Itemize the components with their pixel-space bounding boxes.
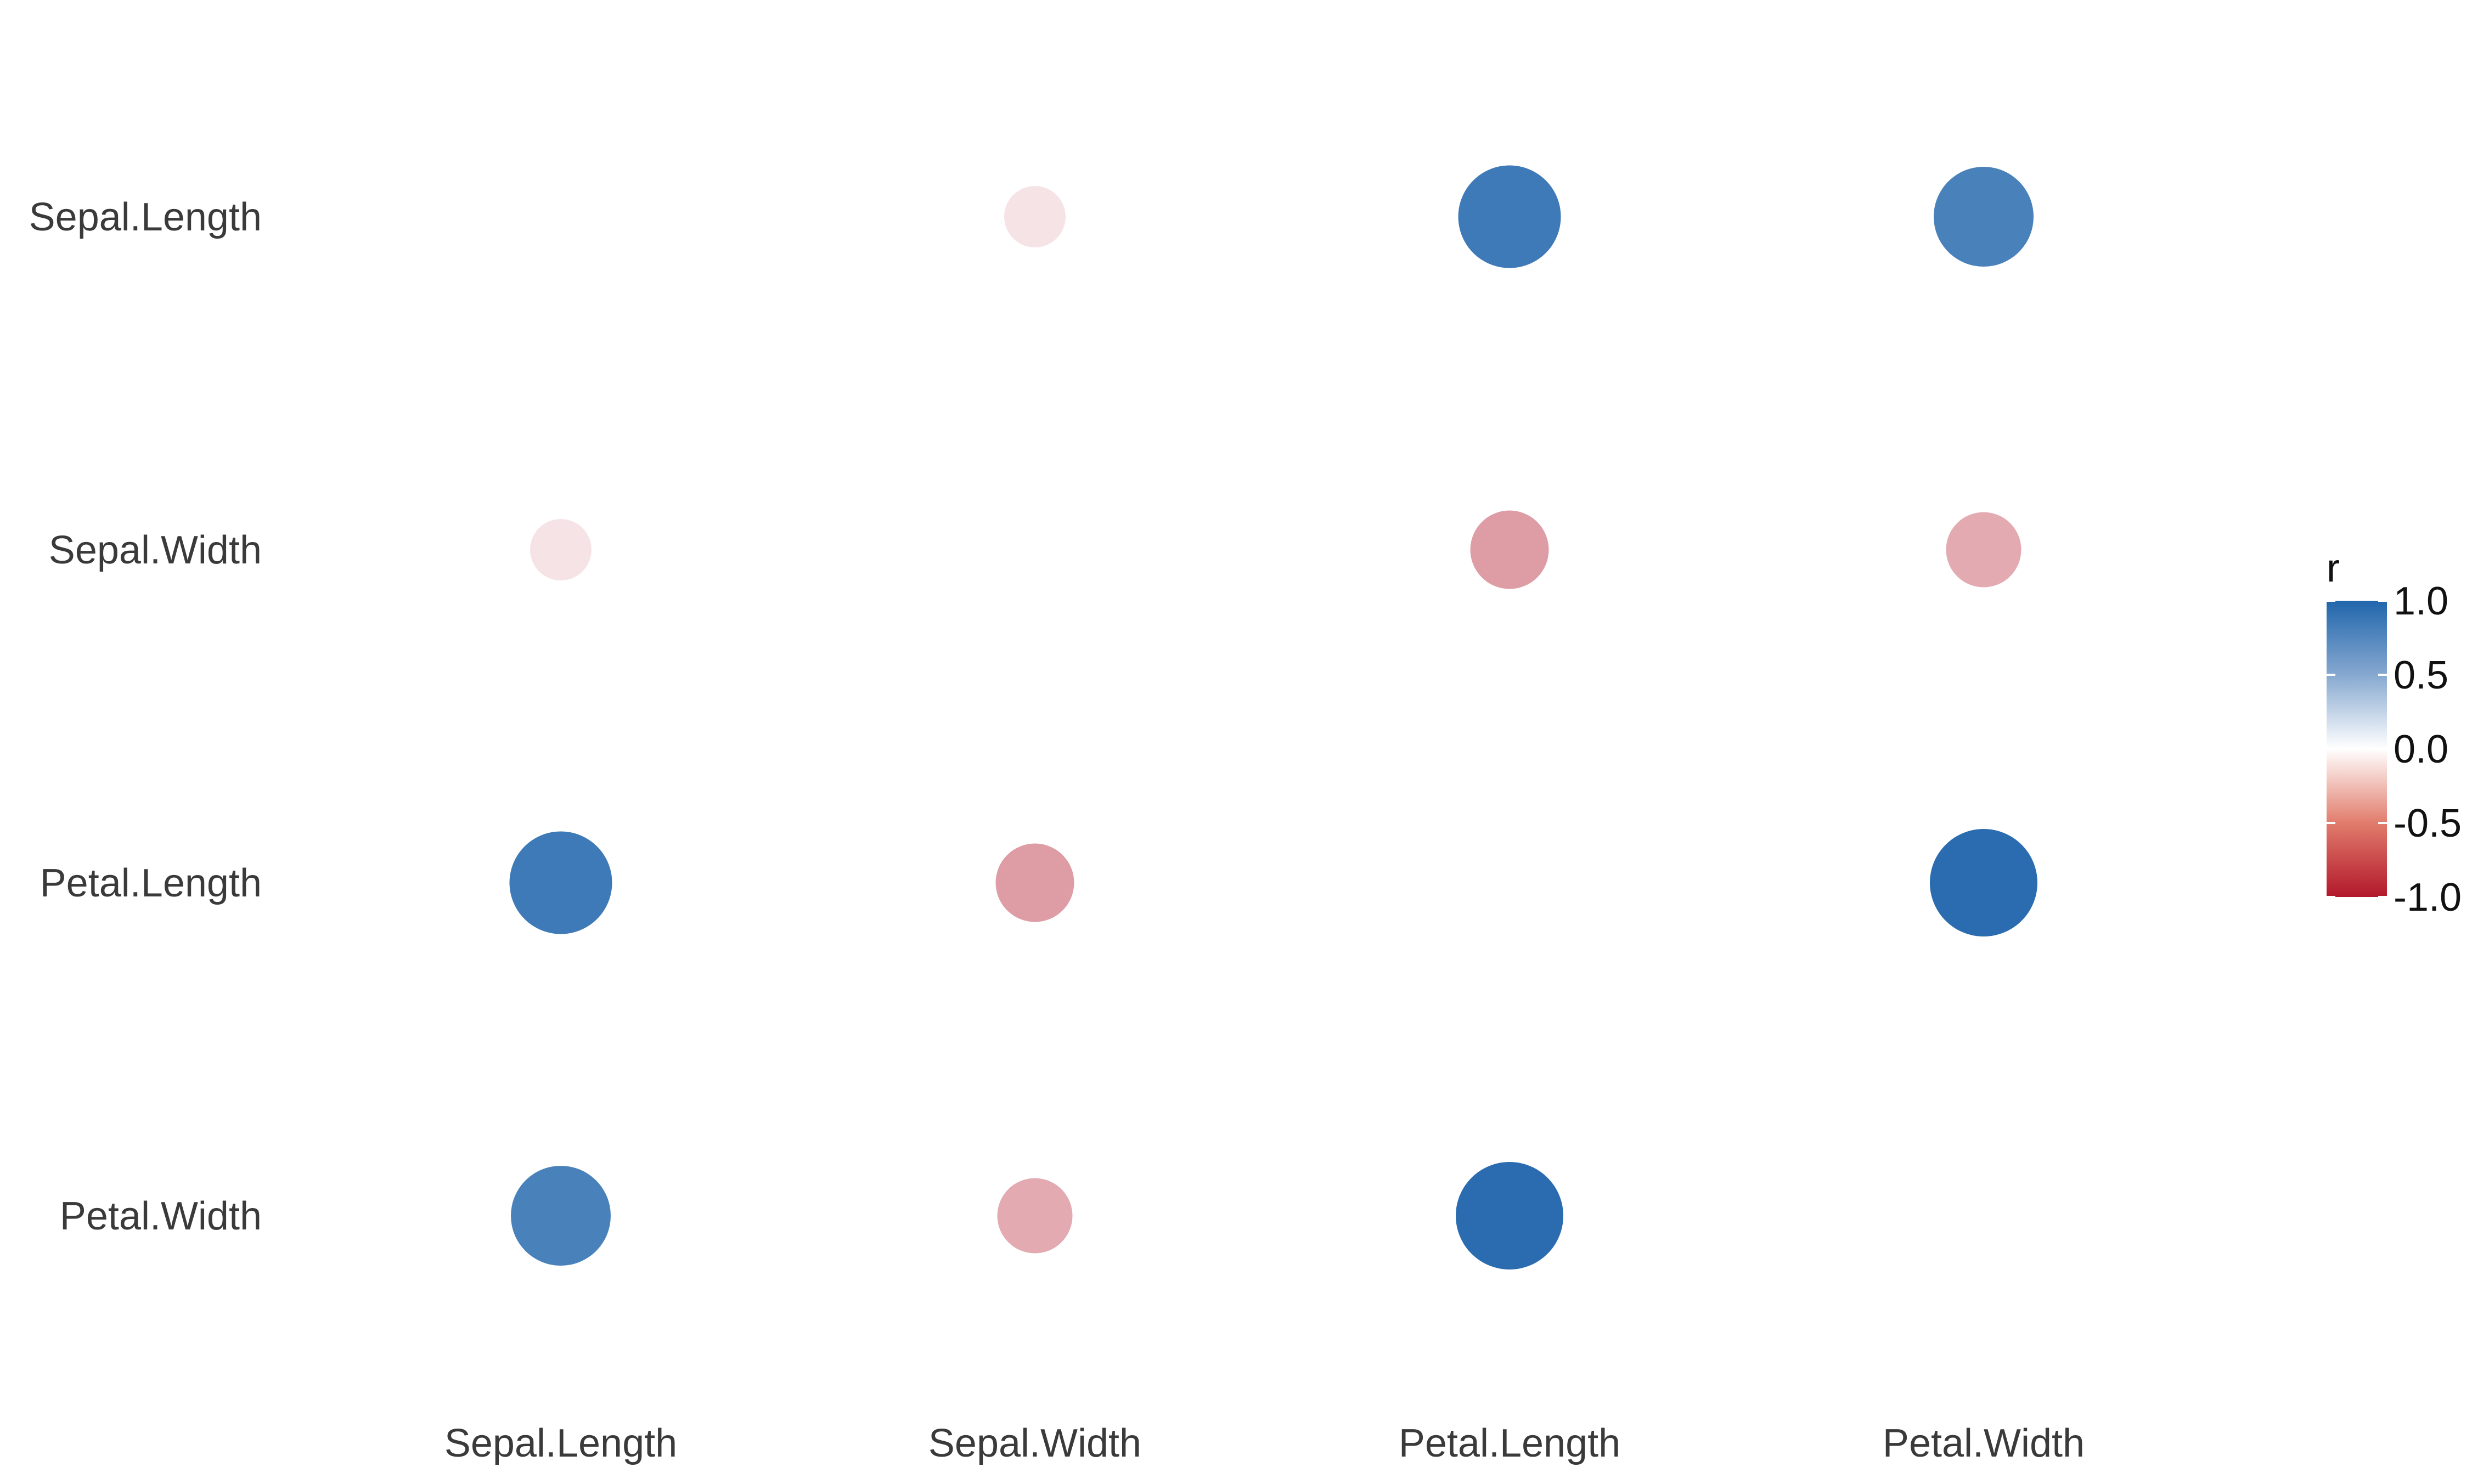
color-legend: r 1.0 0.5 0.0 -0.5 -1.0: [2327, 546, 2462, 919]
y-tick-label: Sepal.Length: [29, 195, 262, 239]
legend-title: r: [2327, 546, 2340, 590]
legend-tick-label: -1.0: [2394, 876, 2462, 919]
corr-point-Sepal.Length-Petal.Width: [1934, 167, 2034, 267]
y-axis: Sepal.Length Sepal.Width Petal.Length Petal…: [29, 195, 262, 1238]
x-axis: Sepal.Length Sepal.Width Petal.Length Petal…: [444, 1421, 2085, 1465]
corr-point-Petal.Width-Sepal.Length: [511, 1166, 611, 1266]
x-tick-label: Sepal.Length: [444, 1421, 677, 1465]
corr-point-Sepal.Width-Sepal.Length: [530, 519, 592, 580]
legend-tick-label: 0.5: [2394, 653, 2448, 697]
corr-point-Sepal.Width-Petal.Width: [1946, 512, 2021, 588]
legend-colorbar: [2327, 601, 2387, 897]
corr-point-Petal.Width-Sepal.Width: [997, 1178, 1073, 1254]
x-tick-label: Petal.Width: [1883, 1421, 2085, 1465]
y-tick-label: Sepal.Width: [49, 528, 262, 572]
corr-point-Sepal.Length-Petal.Length: [1458, 165, 1561, 268]
y-tick-label: Petal.Length: [40, 861, 262, 905]
corr-point-Petal.Length-Petal.Width: [1930, 829, 2037, 936]
legend-ticks: 1.0 0.5 0.0 -0.5 -1.0: [2327, 579, 2462, 919]
corr-point-Petal.Width-Petal.Length: [1456, 1162, 1563, 1269]
x-tick-label: Sepal.Width: [928, 1421, 1141, 1465]
corr-point-Sepal.Width-Petal.Length: [1470, 510, 1549, 589]
legend-tick-label: 0.0: [2394, 727, 2448, 771]
y-tick-label: Petal.Width: [60, 1194, 262, 1238]
points-layer: [509, 165, 2037, 1269]
x-tick-label: Petal.Length: [1399, 1421, 1620, 1465]
legend-tick-label: 1.0: [2394, 579, 2448, 623]
corr-point-Petal.Length-Sepal.Length: [509, 831, 612, 934]
legend-tick-label: -0.5: [2394, 802, 2462, 845]
corr-point-Sepal.Length-Sepal.Width: [1004, 186, 1066, 247]
corr-point-Petal.Length-Sepal.Width: [995, 843, 1074, 922]
